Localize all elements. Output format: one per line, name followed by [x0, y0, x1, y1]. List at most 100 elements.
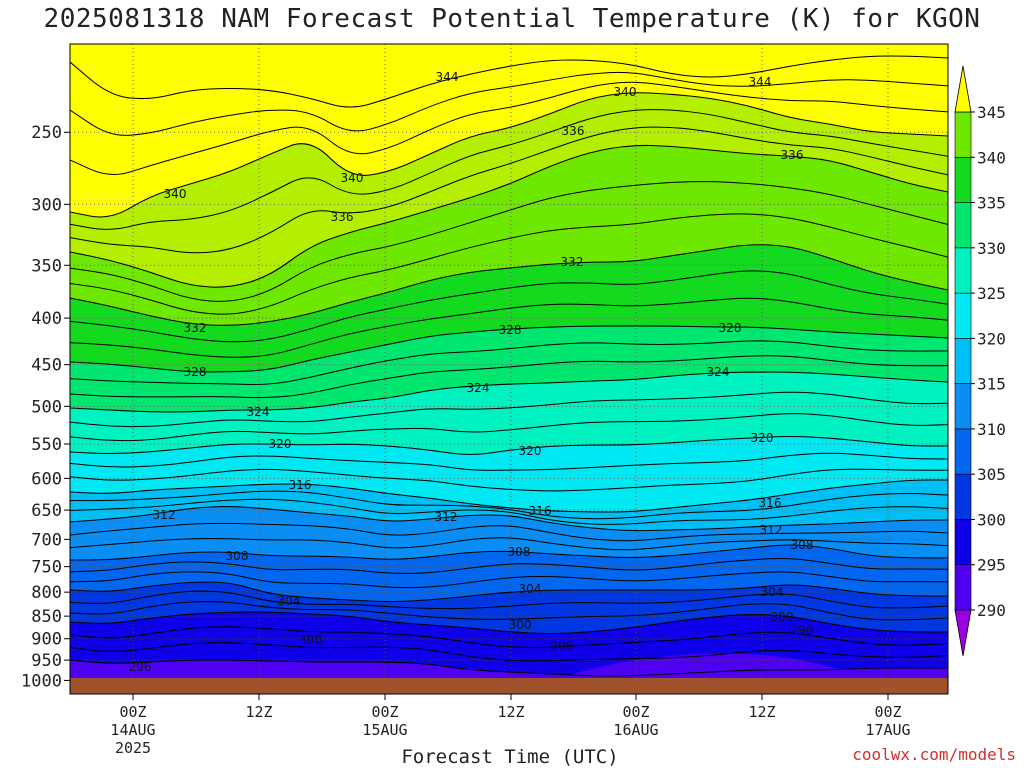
- fill-band-340: [70, 44, 948, 217]
- contour-line-296: [70, 659, 948, 677]
- contour-label: 332: [184, 321, 207, 335]
- contour-label-text: 316: [759, 496, 782, 510]
- contour-label: 320: [269, 437, 292, 451]
- chart-title: 2025081318 NAM Forecast Potential Temper…: [43, 4, 981, 34]
- contour-label: 308: [226, 549, 249, 563]
- contour-label: 316: [529, 504, 552, 518]
- contour-label-text: 320: [519, 444, 542, 458]
- contour-label-text: 316: [529, 504, 552, 518]
- colorbar-segment: [954, 519, 972, 566]
- contour-label: 344: [436, 70, 459, 84]
- contour-label: 324: [247, 405, 270, 419]
- colorbar-tick-label: 335: [977, 194, 1006, 213]
- y-tick-label: 500: [31, 397, 62, 417]
- credit-text: coolwx.com/models: [852, 745, 1016, 764]
- contour-label-text: 312: [153, 508, 176, 522]
- colorbar-tick-label: 325: [977, 284, 1006, 303]
- contour-line-328: [70, 325, 948, 373]
- contour-line-intermediate: [70, 642, 948, 662]
- contour-line-intermediate: [70, 468, 948, 492]
- contour-label: 316: [289, 478, 312, 492]
- contour-label: 304: [278, 594, 301, 608]
- x-axis-label: Forecast Time (UTC): [401, 746, 619, 768]
- contour-label-text: 300: [300, 633, 323, 647]
- contour-label-text: 340: [164, 187, 187, 201]
- colorbar-tick-label: 330: [977, 239, 1006, 258]
- x-tick-label: 12Z: [245, 703, 272, 721]
- contour-label: 344: [749, 75, 772, 89]
- colorbar-segment: [954, 383, 972, 430]
- contour-label-text: 344: [749, 75, 772, 89]
- contour-label: 332: [561, 255, 584, 269]
- contour-label: 336: [331, 210, 354, 224]
- contour-label: 324: [707, 365, 730, 379]
- x-tick-date: 14AUG: [110, 721, 155, 739]
- fill-patch-345-left: [70, 44, 112, 78]
- plot-frame: [69, 43, 949, 695]
- contour-line-intermediate: [70, 126, 948, 254]
- y-tick-label: 700: [31, 530, 62, 550]
- contour-label-text: 332: [561, 255, 584, 269]
- contour-line-316: [70, 479, 948, 513]
- contour-label: 316: [759, 496, 782, 510]
- contour-label: 312: [153, 508, 176, 522]
- contour-label-text: 312: [760, 523, 783, 537]
- colorbar-bottom-arrow: [954, 609, 972, 657]
- y-tick-label: 950: [31, 651, 62, 671]
- ground-surface: [70, 678, 948, 694]
- colorbar-tick-label: 295: [977, 556, 1006, 575]
- contour-label: 304: [761, 585, 784, 599]
- contour-label-text: 304: [761, 585, 784, 599]
- colorbar-segment: [954, 428, 972, 475]
- contour-line-intermediate: [70, 81, 948, 175]
- contour-line-336: [70, 144, 948, 288]
- contour-line-intermediate: [70, 391, 948, 428]
- y-tick-label: 400: [31, 309, 62, 329]
- contour-label-text: 340: [614, 85, 637, 99]
- contour-label-text: 344: [436, 70, 459, 84]
- y-tick-label: 550: [31, 435, 62, 455]
- x-tick-date: 16AUG: [613, 721, 658, 739]
- contour-label: 304: [519, 582, 542, 596]
- contour-label: 296: [551, 639, 574, 653]
- y-tick-label: 600: [31, 469, 62, 489]
- contour-label-text: 320: [269, 437, 292, 451]
- contour-label: 296: [791, 623, 814, 637]
- contour-line-intermediate: [70, 213, 948, 315]
- colorbar-tick-label: 340: [977, 148, 1006, 167]
- contour-label: 320: [751, 431, 774, 445]
- contour-line-intermediate: [70, 413, 948, 442]
- contour-label-text: 296: [129, 660, 152, 674]
- y-tick-label: 800: [31, 583, 62, 603]
- colorbar-segment: [954, 247, 972, 294]
- contour-label-text: 308: [226, 549, 249, 563]
- contour-label: 340: [341, 171, 364, 185]
- contour-label-text: 308: [508, 545, 531, 559]
- contour-line-intermediate: [70, 181, 948, 302]
- x-tick-label: 12Z: [497, 703, 524, 721]
- y-tick-label: 300: [31, 195, 62, 215]
- colorbar-tick-label: 310: [977, 420, 1006, 439]
- x-tick-label: 12Z: [748, 703, 775, 721]
- ground-layer: [70, 678, 948, 694]
- colorbar-segment: [954, 564, 972, 611]
- contour-line-324: [70, 371, 948, 413]
- contour-label-text: 320: [751, 431, 774, 445]
- contour-line-intermediate: [70, 522, 948, 542]
- colorbar-segment: [954, 473, 972, 520]
- contour-label: 324: [467, 381, 490, 395]
- contour-label: 300: [300, 633, 323, 647]
- contour-line-340: [70, 92, 948, 218]
- contour-label-text: 296: [791, 623, 814, 637]
- y-tick-label: 650: [31, 501, 62, 521]
- colorbar-tick-label: 305: [977, 465, 1006, 484]
- contour-label-text: 296: [551, 639, 574, 653]
- x-tick-label: 00Z: [874, 703, 901, 721]
- contour-label: 336: [562, 124, 585, 138]
- contour-label: 312: [760, 523, 783, 537]
- contour-label-text: 316: [289, 478, 312, 492]
- contour-label: 296: [129, 660, 152, 674]
- colorbar-tick-label: 320: [977, 329, 1006, 348]
- contour-label: 328: [184, 365, 207, 379]
